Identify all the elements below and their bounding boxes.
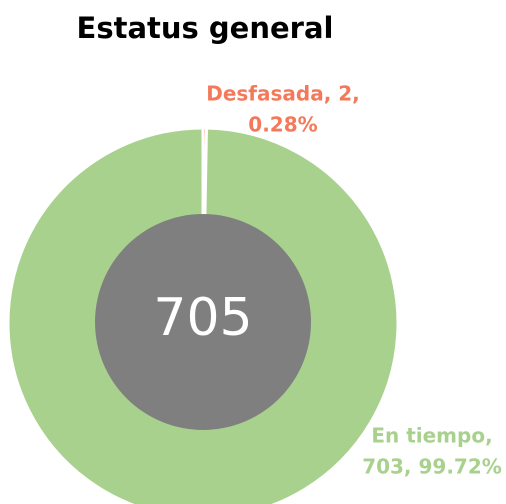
data-label: En tiempo, (371, 424, 492, 448)
data-label: 703, 99.72% (362, 455, 502, 479)
center-total: 705 (153, 288, 252, 348)
slice (6, 126, 400, 504)
data-label: Desfasada, 2, (206, 82, 360, 106)
center-circle (95, 214, 311, 430)
chart-title: Estatus general (77, 11, 334, 45)
data-label: 0.28% (248, 113, 317, 137)
